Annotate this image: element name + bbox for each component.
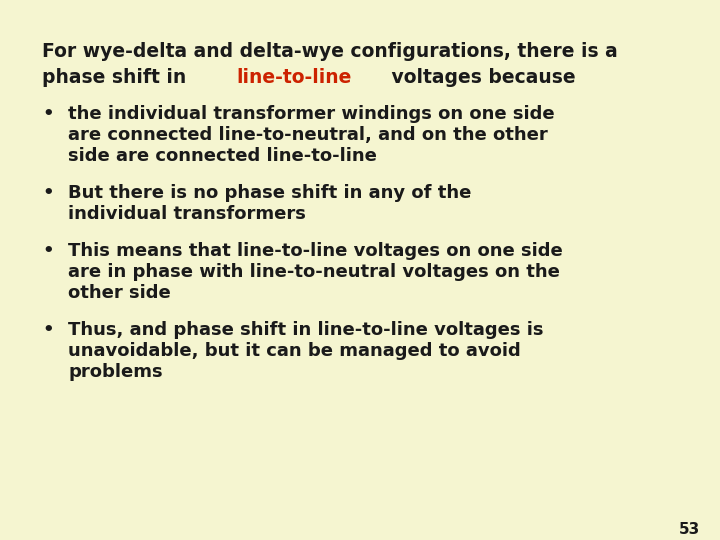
Text: individual transformers: individual transformers <box>68 205 306 223</box>
Text: But there is no phase shift in any of the: But there is no phase shift in any of th… <box>68 184 472 202</box>
Text: •: • <box>42 242 53 260</box>
Text: voltages because: voltages because <box>385 68 576 87</box>
Text: side are connected line-to-line: side are connected line-to-line <box>68 147 377 165</box>
Text: are in phase with line-to-neutral voltages on the: are in phase with line-to-neutral voltag… <box>68 263 560 281</box>
Text: line-to-line: line-to-line <box>236 68 352 87</box>
Text: other side: other side <box>68 284 171 302</box>
Text: 53: 53 <box>679 522 700 537</box>
Text: problems: problems <box>68 363 163 381</box>
Text: are connected line-to-neutral, and on the other: are connected line-to-neutral, and on th… <box>68 126 548 144</box>
Text: phase shift in: phase shift in <box>42 68 193 87</box>
Text: For wye-delta and delta-wye configurations, there is a: For wye-delta and delta-wye configuratio… <box>42 42 618 61</box>
Text: •: • <box>42 184 53 202</box>
Text: This means that line-to-line voltages on one side: This means that line-to-line voltages on… <box>68 242 563 260</box>
Text: •: • <box>42 105 53 123</box>
Text: Thus, and phase shift in line-to-line voltages is: Thus, and phase shift in line-to-line vo… <box>68 321 544 339</box>
Text: unavoidable, but it can be managed to avoid: unavoidable, but it can be managed to av… <box>68 342 521 360</box>
Text: •: • <box>42 321 53 339</box>
Text: the individual transformer windings on one side: the individual transformer windings on o… <box>68 105 554 123</box>
